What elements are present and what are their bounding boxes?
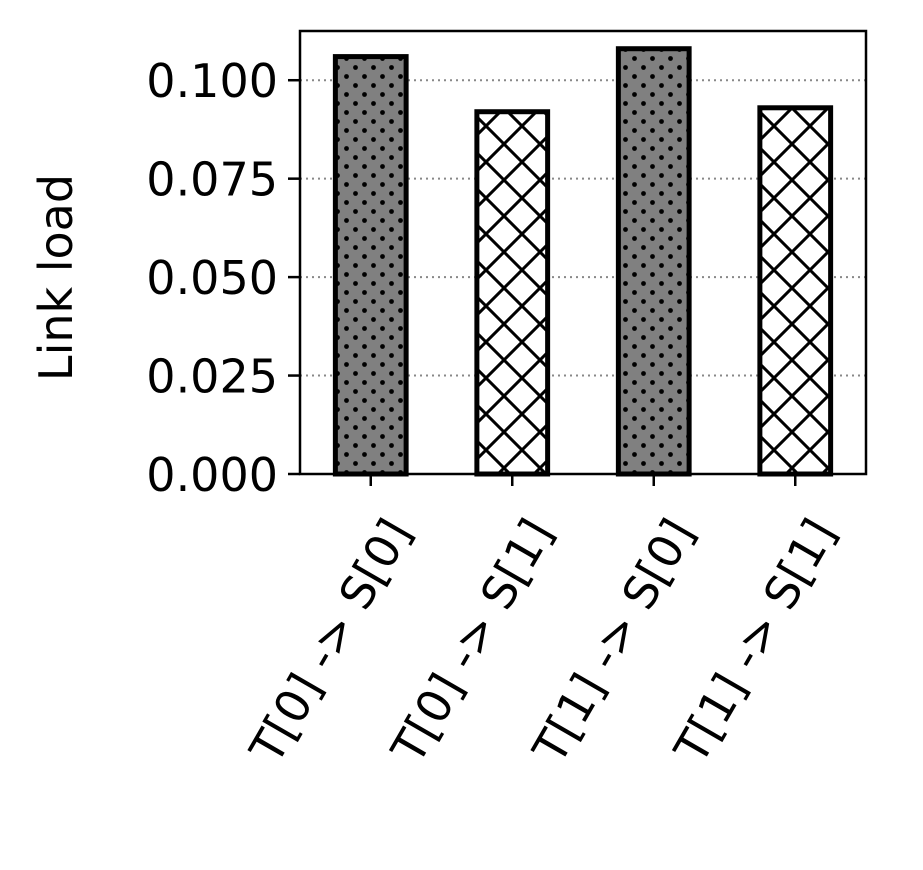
- y-tick-label: 0.000: [146, 448, 278, 502]
- plot-frame: [298, 29, 868, 476]
- y-tick-label: 0.075: [146, 153, 278, 207]
- y-axis-label: Link load: [29, 174, 83, 381]
- bars: [332, 46, 834, 477]
- y-tick-label: 0.050: [146, 251, 278, 305]
- bar: [757, 105, 834, 477]
- x-axis-ticks: T[0] -> S[0]T[0] -> S[1]T[1] -> S[0]T[1]…: [239, 474, 847, 773]
- y-axis-ticks: 0.000 0.025 0.050 0.075 0.100: [146, 54, 300, 502]
- bar: [615, 46, 692, 477]
- y-tick-label: 0.100: [146, 54, 278, 108]
- bar: [332, 54, 409, 477]
- bar: [474, 109, 551, 477]
- gridlines: [300, 79, 866, 377]
- y-tick-label: 0.025: [146, 350, 278, 404]
